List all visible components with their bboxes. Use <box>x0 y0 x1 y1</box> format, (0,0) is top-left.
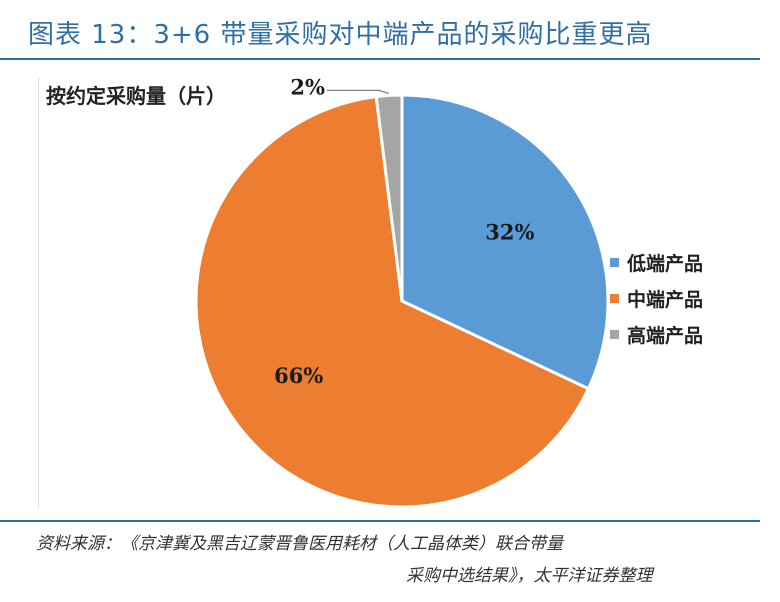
plot-frame-line <box>38 78 39 508</box>
footer-rule <box>0 520 760 522</box>
legend-swatch-high <box>610 329 619 339</box>
legend-swatch-mid <box>610 293 619 303</box>
source-line-2: 采购中选结果》，太平洋证券整理 <box>406 566 653 586</box>
legend: 低端产品 中端产品 高端产品 <box>610 244 703 352</box>
pie-slice-high <box>374 93 404 302</box>
data-label-mid: 66% <box>274 363 323 388</box>
legend-swatch-low <box>610 257 619 267</box>
data-label-low: 32% <box>485 220 534 245</box>
pie-slice-low <box>400 93 610 391</box>
pie-slice-mid <box>194 94 591 509</box>
legend-label-low: 低端产品 <box>627 252 704 275</box>
legend-item-low: 低端产品 <box>610 244 703 280</box>
legend-item-mid: 中端产品 <box>610 280 703 316</box>
legend-label-high: 高端产品 <box>627 324 704 347</box>
source-note: 资料来源：《京津冀及黑吉辽蒙晋鲁医用耗材（人工晶体类）联合带量 采购中选结果》，… <box>36 528 736 592</box>
legend-label-mid: 中端产品 <box>627 288 704 311</box>
source-line-1: 资料来源：《京津冀及黑吉辽蒙晋鲁医用耗材（人工晶体类）联合带量 <box>36 534 563 554</box>
data-label-high: 2% <box>290 74 325 99</box>
legend-item-high: 高端产品 <box>610 316 703 352</box>
chart-title: 按约定采购量（片） <box>46 84 226 108</box>
title-rule <box>0 58 760 60</box>
figure-title: 图表 13：3+6 带量采购对中端产品的采购比重更高 <box>28 20 653 50</box>
leader-line-high <box>326 89 390 94</box>
